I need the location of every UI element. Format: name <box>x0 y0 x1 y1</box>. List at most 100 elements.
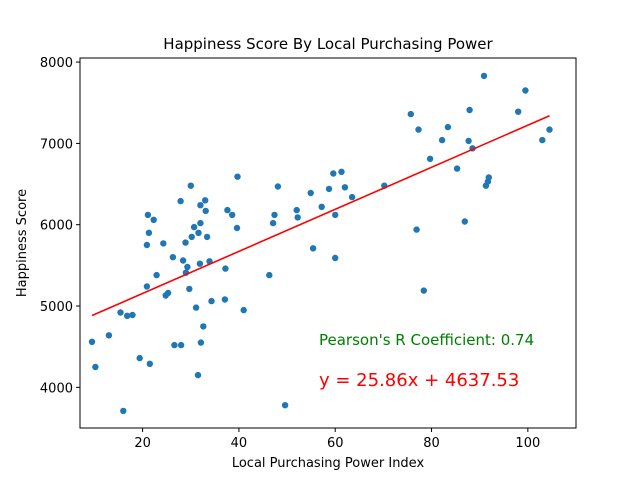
data-point <box>420 287 427 294</box>
data-point <box>413 226 420 233</box>
data-point <box>143 283 151 290</box>
data-point <box>318 203 325 210</box>
data-point <box>465 137 472 145</box>
x-tick-label: 80 <box>423 436 440 451</box>
y-tick-label: 4000 <box>40 381 73 396</box>
data-point <box>195 229 202 236</box>
x-axis: 20 40 60 80 100 <box>134 428 540 451</box>
data-point <box>234 173 241 180</box>
data-point <box>271 211 278 219</box>
data-point <box>274 183 282 190</box>
data-point <box>129 311 136 319</box>
data-point <box>515 108 522 115</box>
data-point <box>188 233 195 241</box>
data-point <box>203 233 211 241</box>
data-point <box>480 72 488 80</box>
data-point <box>177 341 185 349</box>
data-point <box>146 360 153 367</box>
y-tick-label: 7000 <box>40 137 73 152</box>
data-point <box>221 296 229 303</box>
data-point <box>426 155 434 162</box>
data-point <box>240 306 247 314</box>
data-point <box>233 224 241 232</box>
data-point <box>229 211 236 219</box>
data-point <box>281 402 289 409</box>
data-point <box>153 271 160 279</box>
data-point <box>222 265 229 272</box>
x-tick-label: 20 <box>134 436 151 451</box>
chart-title: Happiness Score By Local Purchasing Powe… <box>163 35 493 53</box>
data-point <box>461 218 468 225</box>
pearson-annotation: Pearson's R Coefficient: 0.74 <box>319 331 534 349</box>
data-point <box>88 338 96 345</box>
data-point <box>145 229 153 236</box>
y-tick-label: 6000 <box>40 219 73 234</box>
data-point <box>224 206 231 214</box>
regression-equation-annotation: y = 25.86x + 4637.53 <box>319 370 519 391</box>
data-point <box>150 216 157 223</box>
data-point <box>136 354 143 362</box>
data-point <box>197 219 204 227</box>
data-point <box>124 312 131 319</box>
x-axis-label: Local Purchasing Power Index <box>232 456 425 471</box>
data-point <box>186 285 193 293</box>
data-point <box>444 123 452 131</box>
x-tick-label: 60 <box>327 436 344 451</box>
data-point <box>197 202 204 209</box>
data-point <box>309 245 317 252</box>
data-point <box>202 207 209 215</box>
data-point <box>190 223 198 231</box>
x-tick-label: 100 <box>515 436 540 451</box>
data-point <box>341 184 349 191</box>
data-point <box>179 257 187 264</box>
data-point <box>160 240 167 247</box>
data-point <box>187 182 194 189</box>
data-point <box>143 241 151 249</box>
data-point <box>182 239 189 246</box>
data-point <box>407 110 414 118</box>
data-point <box>177 197 184 205</box>
plot-frame <box>79 57 577 429</box>
data-point <box>522 87 529 94</box>
data-point <box>338 168 345 175</box>
data-point <box>208 297 215 305</box>
points-layer <box>88 72 553 415</box>
data-point <box>169 254 177 261</box>
data-point <box>196 260 204 267</box>
data-point <box>438 136 446 144</box>
data-point <box>293 206 300 214</box>
regression-line <box>91 115 550 317</box>
data-point <box>197 339 205 346</box>
data-point <box>105 332 113 339</box>
data-point <box>348 193 356 201</box>
data-point <box>415 126 422 133</box>
data-point <box>546 126 553 133</box>
data-point <box>294 214 301 221</box>
data-point <box>485 174 492 181</box>
data-point <box>332 254 339 262</box>
data-point <box>539 136 546 144</box>
data-point <box>466 106 473 114</box>
data-point <box>202 197 209 204</box>
data-point <box>325 185 333 193</box>
data-point <box>192 304 200 311</box>
y-axis-label: Happiness Score <box>15 189 30 297</box>
data-point <box>184 263 191 271</box>
data-point <box>332 211 339 219</box>
data-point <box>171 341 178 349</box>
y-tick-label: 5000 <box>40 300 73 315</box>
data-point <box>266 271 273 279</box>
data-point <box>200 323 207 330</box>
data-point <box>269 219 277 227</box>
y-tick-label: 8000 <box>40 56 73 71</box>
data-point <box>330 170 337 177</box>
data-point <box>117 309 124 316</box>
data-point <box>307 189 314 197</box>
data-point <box>144 211 152 219</box>
x-tick-label: 40 <box>231 436 248 451</box>
data-point <box>453 165 461 172</box>
data-point <box>120 407 127 415</box>
y-axis: 4000 5000 6000 7000 8000 <box>40 56 80 396</box>
data-point <box>164 289 172 297</box>
